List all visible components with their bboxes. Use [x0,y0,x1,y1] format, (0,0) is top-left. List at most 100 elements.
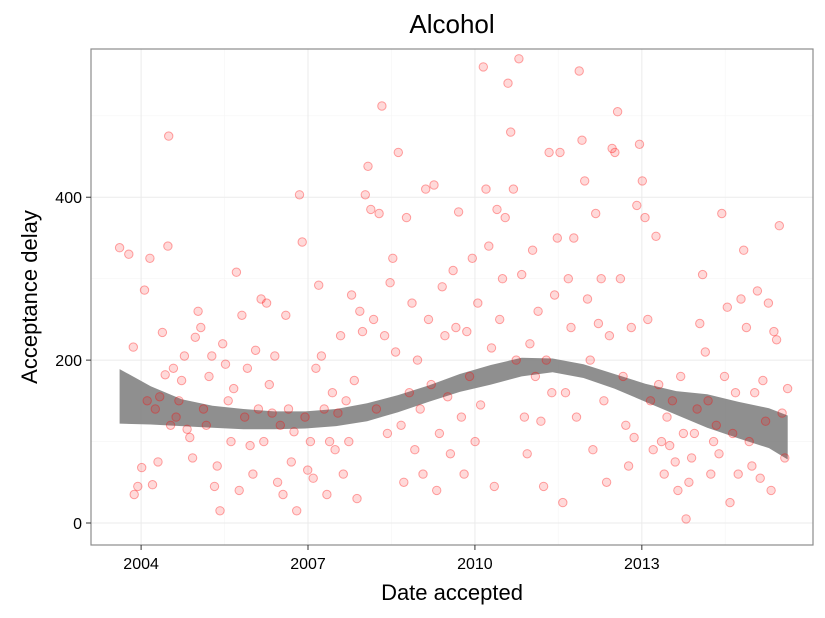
data-point [484,241,494,251]
data-point [171,412,181,422]
data-point [437,282,447,292]
data-point [399,477,409,487]
data-point [695,318,705,329]
data-point [588,445,598,455]
data-point [533,306,543,316]
data-point [445,449,456,459]
data-point [670,457,680,467]
data-point [410,445,420,455]
data-point [517,269,527,280]
data-point [346,290,357,300]
data-point [335,331,346,341]
data-point [385,278,395,288]
data-point [686,453,697,463]
data-point [478,62,488,72]
data-point [689,428,700,439]
data-point [760,416,771,426]
data-point [308,473,318,483]
data-point [229,383,239,394]
data-point [632,200,642,211]
data-point [215,506,225,516]
data-point [187,453,198,463]
confidence-ribbon [119,357,788,460]
data-point [615,274,626,284]
data-point [226,436,236,447]
data-point [250,345,261,355]
data-point [137,462,147,473]
data-point [155,392,165,402]
data-point [142,396,152,406]
data-point [585,355,595,365]
data-point [319,404,329,414]
data-point [139,285,150,295]
data-point [782,383,793,394]
data-point [593,318,604,329]
data-point [582,294,593,304]
data-point [355,306,365,316]
data-point [415,404,425,414]
data-point [741,322,752,333]
data-point [555,147,565,158]
data-point [292,506,302,516]
data-point [656,436,667,447]
data-point [327,388,338,398]
data-point [714,449,724,459]
data-point [338,469,348,479]
data-point [596,274,606,284]
data-point [522,449,532,459]
data-point [407,298,417,308]
data-point [684,477,694,487]
data-point [780,453,790,463]
chart-title: Alcohol [409,9,494,39]
y-tick-label: 0 [73,516,82,533]
data-point [591,208,601,219]
data-point [164,131,174,141]
data-point [708,436,719,447]
data-point [185,432,195,443]
data-point [190,332,201,342]
data-point [711,420,721,430]
data-point [599,396,609,406]
data-point [390,347,401,357]
data-point [275,420,285,430]
data-point [204,371,214,382]
data-point [212,461,222,471]
data-point [626,322,636,333]
data-point [541,355,551,365]
y-axis-label: Acceptance delay [17,210,42,384]
x-axis-label: Date accepted [381,580,523,605]
data-point [560,388,571,398]
data-point [637,176,647,186]
data-point [508,184,519,194]
data-point [168,363,179,373]
data-point [500,212,510,223]
data-point [651,231,661,242]
data-point [401,212,412,223]
data-point [223,396,233,406]
data-point [459,469,469,479]
data-point [569,233,579,243]
y-tick-label: 400 [55,190,82,207]
data-point [157,327,168,338]
data-point [145,253,155,263]
data-point [333,408,343,418]
data-point [267,408,277,418]
data-point [451,322,461,333]
data-point [133,481,143,492]
data-point [330,445,340,455]
x-tick-label: 2013 [624,556,660,573]
data-point [448,265,458,276]
data-point [667,396,678,406]
data-point [379,331,390,341]
data-point [525,339,535,349]
data-point [303,465,313,475]
data-point [697,269,708,280]
data-point [272,477,283,487]
data-point [719,371,730,382]
data-point [377,101,387,111]
data-point [316,351,327,361]
data-point [566,322,576,333]
y-axis: 0 200 400 [55,190,91,533]
data-point [648,445,658,455]
